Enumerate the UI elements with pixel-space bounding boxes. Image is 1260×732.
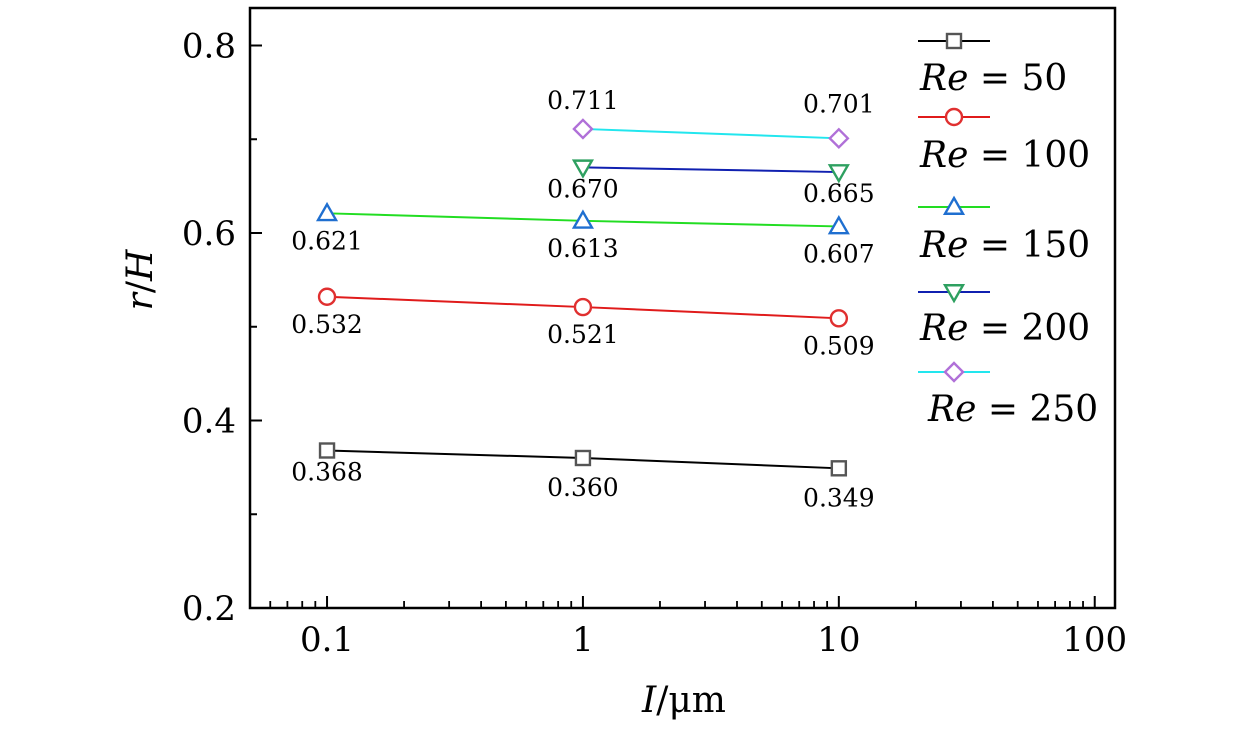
series-re-250 — [572, 118, 850, 150]
series-line — [582, 166, 839, 174]
legend-label-var: Re — [919, 225, 980, 266]
data-point — [317, 287, 337, 306]
axes: 0.2 0.4 0.6 0.8 0.1 1 10 100 — [182, 6, 1127, 660]
legend-marker — [942, 284, 966, 304]
data-point — [829, 309, 849, 328]
legend-label-value: = 100 — [980, 135, 1090, 176]
data-point — [318, 442, 336, 459]
legend-label: Re = 200 — [919, 308, 1090, 349]
legend-label-value: = 200 — [980, 308, 1090, 349]
legend-label: Re = 50 — [919, 58, 1067, 99]
legend-label: Re = 250 — [927, 389, 1098, 430]
data-label: 0.360 — [547, 473, 619, 502]
legend-entry: Re = 50 — [918, 32, 1067, 99]
data-label: 0.532 — [291, 310, 363, 339]
legend-label-value: = 250 — [988, 389, 1098, 430]
legend-label-value: = 150 — [980, 225, 1090, 266]
legend-marker — [943, 361, 965, 383]
y-tick-label: 0.4 — [182, 402, 236, 442]
legend-label: Re = 150 — [919, 225, 1090, 266]
data-point — [830, 460, 848, 477]
plot-frame — [248, 6, 1117, 610]
series-line — [582, 127, 839, 140]
data-point — [315, 201, 339, 222]
legend-entry: Re = 100 — [918, 107, 1090, 176]
series-re-150 — [315, 201, 850, 235]
data-label: 0.607 — [803, 239, 875, 268]
legend-label: Re = 100 — [919, 135, 1090, 176]
data-point — [827, 164, 850, 184]
data-point — [571, 159, 595, 179]
series-layer — [315, 118, 850, 477]
legend-label-var: Re — [919, 135, 980, 176]
legend-marker — [942, 195, 966, 215]
data-label: 0.368 — [291, 458, 363, 487]
legend-marker — [945, 32, 963, 50]
data-point — [571, 209, 595, 229]
x-axis-label: I/μm — [641, 680, 726, 721]
data-point — [827, 215, 850, 235]
y-tick-label: 0.2 — [182, 589, 236, 629]
x-tick-label: 100 — [1062, 620, 1127, 660]
data-label: 0.670 — [547, 174, 619, 203]
legend-label-value: = 50 — [980, 58, 1067, 99]
x-tick-label: 10 — [817, 620, 860, 660]
data-label: 0.701 — [803, 89, 875, 118]
y-axis-label: r/H — [120, 249, 161, 310]
x-tick-label: 1 — [572, 620, 594, 660]
legend-entry: Re = 250 — [918, 361, 1098, 430]
y-tick-label: 0.6 — [182, 214, 236, 254]
legend-label-var: Re — [919, 308, 980, 349]
data-label: 0.613 — [547, 234, 619, 263]
legend-entry: Re = 200 — [918, 284, 1090, 349]
series-re-200 — [571, 159, 850, 184]
data-label: 0.349 — [803, 483, 875, 512]
data-point — [828, 127, 850, 150]
data-label: 0.711 — [547, 86, 619, 115]
legend-label-var: Re — [919, 58, 980, 99]
data-label: 0.509 — [803, 331, 875, 360]
data-point — [574, 449, 592, 467]
x-tick-label: 0.1 — [300, 620, 354, 660]
series-re-50 — [318, 442, 848, 477]
data-label: 0.665 — [803, 179, 875, 208]
data-label: 0.521 — [547, 320, 619, 349]
data-label: 0.621 — [291, 226, 363, 255]
data-point — [572, 118, 594, 140]
data-labels: 0.368 0.360 0.349 0.532 0.521 0.509 0.621 0.613… — [291, 86, 874, 512]
series-re-100 — [317, 287, 849, 328]
legend-entry: Re = 150 — [918, 195, 1090, 266]
y-tick-label: 0.8 — [182, 27, 236, 67]
legend-marker — [944, 107, 964, 127]
data-point — [573, 297, 593, 317]
legend-label-var: Re — [927, 389, 988, 430]
